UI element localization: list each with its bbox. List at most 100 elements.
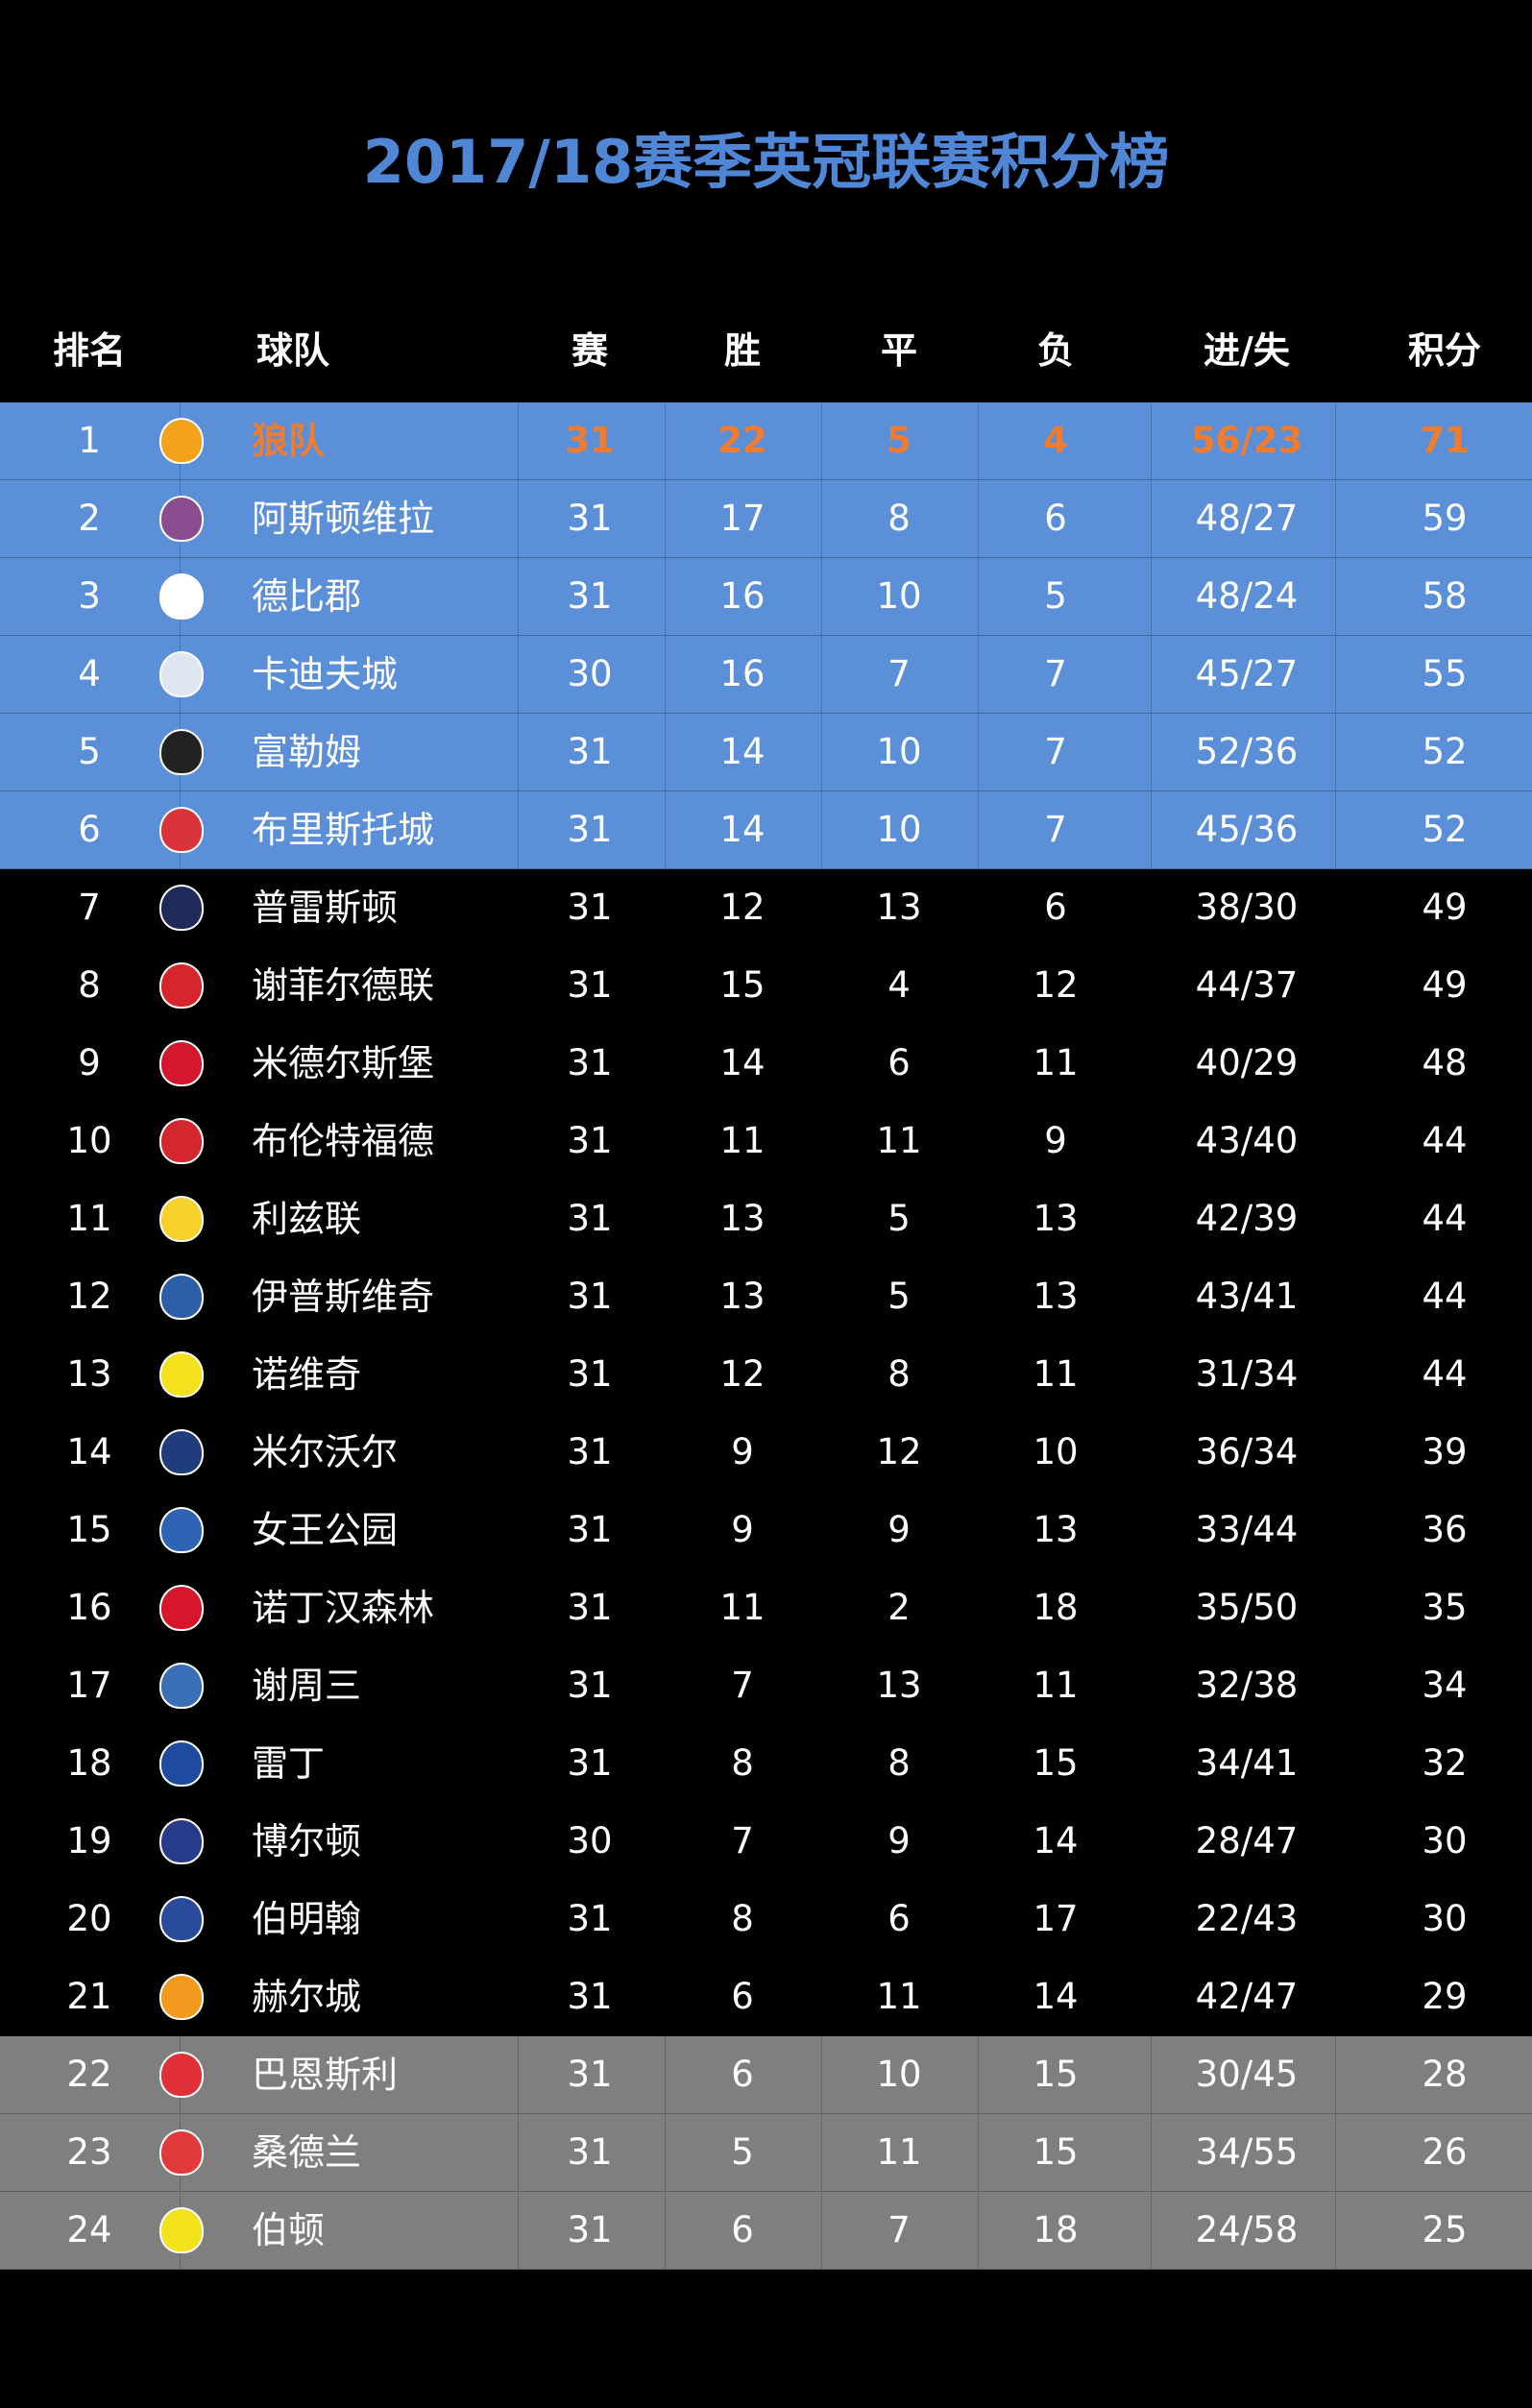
team-name: 女王公园 — [252, 1509, 399, 1551]
derby-crest-icon — [159, 573, 204, 620]
cell-rank: 15 — [66, 1509, 112, 1550]
cell-played: 31 — [567, 1587, 613, 1628]
cell-drawn: 6 — [888, 1898, 911, 1939]
cell-drawn: 11 — [876, 1976, 922, 2017]
cell-won: 9 — [731, 1509, 754, 1550]
cell-played: 31 — [567, 1276, 613, 1317]
cell-points: 58 — [1422, 575, 1468, 617]
middlesbrough-crest-icon — [159, 1040, 204, 1086]
cell-drawn: 8 — [888, 1353, 911, 1395]
cell-divider — [978, 480, 979, 557]
cell-divider — [665, 2192, 666, 2269]
cell-won: 7 — [731, 1665, 754, 1706]
table-row: 伊普斯维奇 12 31 13 5 13 43/41 44 — [0, 1258, 1532, 1336]
team-name: 赫尔城 — [252, 1976, 362, 2018]
cell-played: 31 — [567, 2131, 613, 2173]
ipswich-crest-icon — [159, 1274, 204, 1320]
cell-goals: 40/29 — [1195, 1042, 1299, 1083]
cell-played: 31 — [567, 1742, 613, 1784]
cell-points: 48 — [1422, 1042, 1468, 1083]
page-title: 2017/18赛季英冠联赛积分榜 — [362, 127, 1170, 197]
brentford-crest-icon — [159, 1118, 204, 1164]
cell-goals: 36/34 — [1195, 1431, 1299, 1472]
cell-played: 30 — [567, 1820, 613, 1861]
cell-points: 52 — [1422, 809, 1468, 850]
table-row: 米德尔斯堡 9 31 14 6 11 40/29 48 — [0, 1025, 1532, 1103]
burton-crest-icon — [159, 2207, 204, 2253]
team-name: 富勒姆 — [252, 731, 362, 773]
cell-played: 31 — [567, 1431, 613, 1472]
header-lost: 负 — [1036, 329, 1075, 372]
cell-divider — [518, 2114, 519, 2191]
cell-divider — [978, 791, 979, 868]
cell-divider — [1335, 2192, 1336, 2269]
cell-rank: 14 — [66, 1431, 112, 1472]
cell-won: 12 — [719, 887, 766, 928]
table-row: 博尔顿 19 30 7 9 14 28/47 30 — [0, 1803, 1532, 1881]
cell-rank: 2 — [78, 498, 101, 539]
table-row: 诺丁汉森林 16 31 11 2 18 35/50 35 — [0, 1569, 1532, 1647]
table-row: 谢周三 17 31 7 13 11 32/38 34 — [0, 1647, 1532, 1725]
cell-divider — [665, 480, 666, 557]
cell-rank: 23 — [66, 2131, 112, 2173]
cell-rank: 18 — [66, 1742, 112, 1784]
cell-divider — [821, 2192, 822, 2269]
cell-rank: 9 — [78, 1042, 101, 1083]
cell-divider — [821, 791, 822, 868]
cell-drawn: 10 — [876, 809, 922, 850]
team-name: 谢菲尔德联 — [252, 964, 435, 1007]
cell-rank: 21 — [66, 1976, 112, 2017]
cell-drawn: 2 — [888, 1587, 911, 1628]
cell-divider — [978, 714, 979, 791]
table-row: 布里斯托城 6 31 14 10 7 45/36 52 — [0, 791, 1532, 869]
cell-divider — [1335, 558, 1336, 635]
cell-goals: 38/30 — [1195, 887, 1299, 928]
cell-lost: 14 — [1033, 1820, 1079, 1861]
cell-goals: 34/55 — [1195, 2131, 1299, 2173]
table-row: 伯明翰 20 31 8 6 17 22/43 30 — [0, 1881, 1532, 1958]
cell-drawn: 11 — [876, 1120, 922, 1161]
cell-points: 26 — [1422, 2131, 1468, 2173]
cell-goals: 33/44 — [1195, 1509, 1299, 1550]
cell-points: 55 — [1422, 653, 1468, 694]
reading-crest-icon — [159, 1740, 204, 1787]
cell-won: 14 — [719, 809, 766, 850]
fulham-crest-icon — [159, 729, 204, 775]
table-row: 米尔沃尔 14 31 9 12 10 36/34 39 — [0, 1414, 1532, 1492]
cell-points: 36 — [1422, 1509, 1468, 1550]
cell-rank: 10 — [66, 1120, 112, 1161]
cell-points: 30 — [1422, 1898, 1468, 1939]
cell-rank: 7 — [78, 887, 101, 928]
qpr-crest-icon — [159, 1507, 204, 1553]
table-row: 普雷斯顿 7 31 12 13 6 38/30 49 — [0, 869, 1532, 947]
cell-drawn: 13 — [876, 887, 922, 928]
cell-won: 14 — [719, 731, 766, 772]
header-goals: 进/失 — [1204, 329, 1290, 372]
cell-divider — [1151, 636, 1152, 713]
cell-divider — [1151, 791, 1152, 868]
cell-won: 11 — [719, 1120, 766, 1161]
cell-goals: 22/43 — [1195, 1898, 1299, 1939]
header-points: 积分 — [1407, 329, 1482, 372]
cell-won: 9 — [731, 1431, 754, 1472]
cell-divider — [978, 2036, 979, 2113]
cell-goals: 42/47 — [1195, 1976, 1299, 2017]
cell-lost: 18 — [1033, 2209, 1079, 2250]
bristol-city-crest-icon — [159, 807, 204, 853]
cell-points: 52 — [1422, 731, 1468, 772]
cell-divider — [1335, 714, 1336, 791]
cell-divider — [665, 2036, 666, 2113]
cell-lost: 7 — [1044, 653, 1067, 694]
cell-won: 14 — [719, 1042, 766, 1083]
cell-divider — [518, 558, 519, 635]
aston-villa-crest-icon — [159, 496, 204, 542]
cell-lost: 15 — [1033, 1742, 1079, 1784]
cell-lost: 10 — [1033, 1431, 1079, 1472]
cell-divider — [518, 402, 519, 479]
table-header: 排名 球队 赛 胜 平 负 进/失 积分 — [0, 317, 1532, 384]
team-name: 狼队 — [252, 420, 326, 462]
cell-rank: 24 — [66, 2209, 112, 2250]
cell-divider — [665, 714, 666, 791]
cell-won: 7 — [731, 1820, 754, 1861]
cell-played: 31 — [565, 420, 615, 461]
